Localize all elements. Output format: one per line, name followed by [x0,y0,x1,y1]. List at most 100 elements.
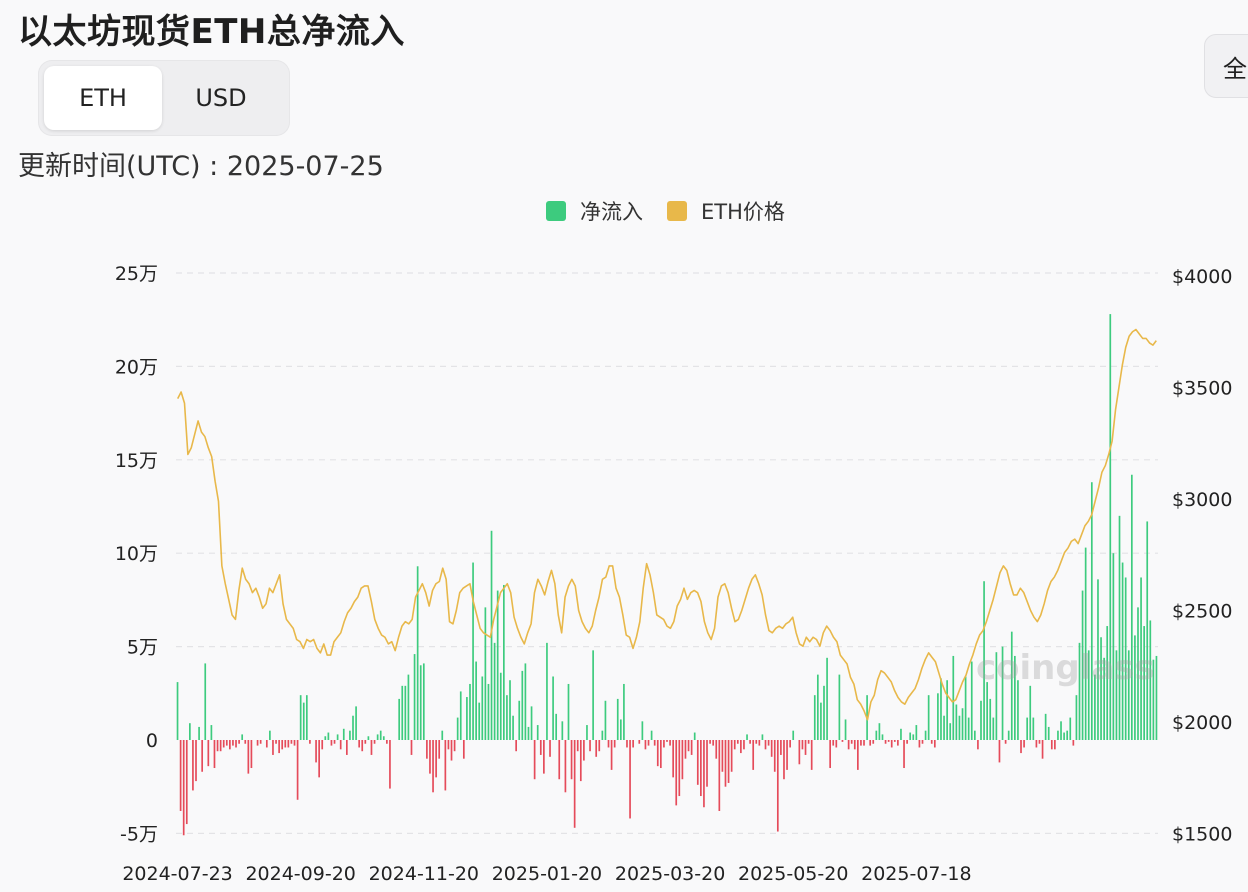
bar-net-inflow [398,698,401,740]
bar-net-inflow [841,740,844,742]
bar-net-inflow [693,732,696,740]
bar-net-inflow [469,683,471,740]
bar-net-inflow [533,740,536,780]
bar-net-inflow [1001,646,1004,740]
bar-net-inflow [549,740,551,757]
bar-net-inflow [1143,626,1145,740]
x-tick-label: 2025-03-20 [615,863,725,885]
bar-net-inflow [546,642,548,740]
bar-net-inflow [1072,740,1075,746]
bar-net-inflow [592,650,594,740]
bar-net-inflow [293,740,296,746]
bar-net-inflow [801,740,804,750]
bar-net-inflow [703,740,705,808]
bar-net-inflow [1007,730,1010,740]
bar-net-inflow [872,740,875,744]
bar-net-inflow [875,730,878,740]
bar-net-inflow [527,726,530,740]
bar-net-inflow [432,740,434,793]
bar-net-inflow [598,740,601,752]
bar-net-inflow [740,740,742,754]
bar-net-inflow [1069,717,1072,740]
bar-net-inflow [616,698,619,740]
x-tick-label: 2024-11-20 [369,863,479,885]
legend-item-inflow[interactable]: 净流入 [546,196,643,226]
bar-net-inflow [897,740,899,746]
bar-net-inflow [419,665,422,740]
y-left-tick-label: 5万 [127,637,158,659]
bar-net-inflow [1032,717,1035,740]
bar-net-inflow [709,740,711,744]
bar-net-inflow [623,683,625,740]
bar-net-inflow [284,740,287,748]
bar-net-inflow [1057,730,1059,740]
legend-item-price[interactable]: ETH价格 [667,196,785,226]
bar-net-inflow [844,719,847,740]
bar-net-inflow [786,740,788,770]
bar-net-inflow [712,740,715,746]
bar-net-inflow [493,642,496,740]
bar-net-inflow [589,740,591,752]
bar-net-inflow [847,740,850,750]
bar-net-inflow [426,740,428,759]
y-left-tick-label: 15万 [115,450,158,472]
bar-net-inflow [613,740,616,748]
bar-net-inflow [367,736,370,740]
bar-net-inflow [1090,482,1093,740]
bar-net-inflow [185,740,188,825]
bar-net-inflow [813,695,816,740]
bar-net-inflow [863,740,865,746]
bar-net-inflow [835,740,838,748]
bar-net-inflow [349,730,351,740]
bar-net-inflow [201,740,204,772]
bar-net-inflow [364,740,367,744]
bar-net-inflow [555,713,558,740]
bar-net-inflow [804,740,807,755]
bar-net-inflow [946,680,948,740]
bar-net-inflow [518,700,521,740]
bar-net-inflow [422,663,425,740]
bar-net-inflow [878,723,881,740]
bar-net-inflow [998,740,1001,763]
bar-net-inflow [305,695,308,740]
bar-net-inflow [238,740,240,744]
bar-net-inflow [986,682,988,740]
bar-net-inflow [192,740,194,791]
bar-net-inflow [684,740,687,759]
bar-net-inflow [1097,579,1099,740]
bar-net-inflow [416,566,419,740]
bar-net-inflow [472,562,474,740]
bar-net-inflow [1087,650,1090,740]
bar-net-inflow [869,740,872,746]
usd-tab[interactable]: USD [195,84,247,112]
bar-net-inflow [992,717,995,740]
bar-net-inflow [1155,655,1158,740]
bar-net-inflow [893,740,896,742]
bar-net-inflow [1066,730,1069,740]
bar-net-inflow [552,676,554,740]
bar-net-inflow [721,740,724,772]
y-right-tick-label: $3000 [1172,489,1232,511]
legend-swatch-price [667,201,687,221]
bar-net-inflow [386,740,388,744]
bar-net-inflow [259,740,262,744]
bar-net-inflow [182,740,185,836]
bar-net-inflow [225,740,228,746]
bar-net-inflow [681,740,684,780]
bar-net-inflow [179,740,182,811]
bar-net-inflow [229,740,231,750]
bar-net-inflow [752,740,755,770]
bar-net-inflow [921,740,924,744]
eth-tab[interactable]: ETH [44,66,162,130]
bar-net-inflow [1134,635,1136,740]
bar-net-inflow [761,734,764,740]
bar-net-inflow [499,672,502,740]
bar-net-inflow [678,740,681,797]
bar-net-inflow [189,723,191,740]
bar-net-inflow [1020,740,1022,754]
bar-net-inflow [669,740,671,746]
range-all-button[interactable]: 全 [1204,34,1248,98]
bar-net-inflow [955,704,958,740]
y-right-tick-label: $1500 [1172,824,1232,846]
bar-net-inflow [724,740,727,787]
